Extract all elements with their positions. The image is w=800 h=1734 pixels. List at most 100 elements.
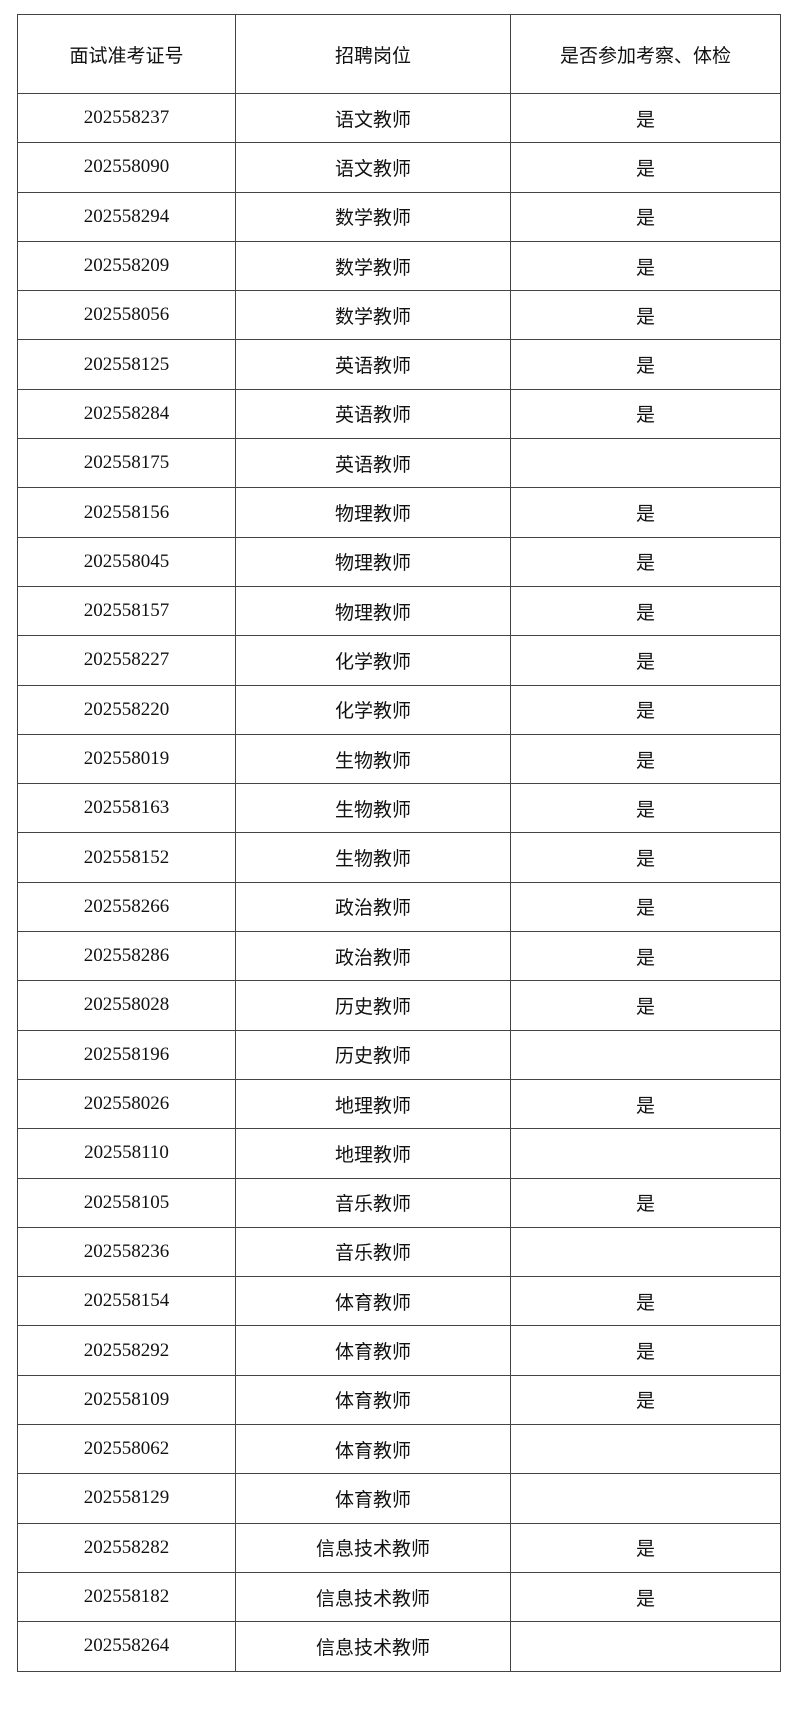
- cell-exam-number: 202558056: [17, 290, 236, 341]
- cell-exam-number: 202558105: [17, 1177, 236, 1228]
- table-row: 202558156 物理教师是: [17, 487, 781, 538]
- cell-position: 物理教师: [235, 487, 511, 538]
- table-row: 202558090 语文教师是: [17, 142, 781, 193]
- cell-position: 音乐教师: [235, 1177, 511, 1228]
- table-row: 202558163 生物教师是: [17, 783, 781, 834]
- cell-exam-number: 202558045: [17, 536, 236, 587]
- table-row: 202558292 体育教师是: [17, 1325, 781, 1376]
- table-row: 202558236 音乐教师: [17, 1226, 781, 1278]
- cell-attend-check: 是: [510, 832, 781, 883]
- cell-exam-number: 202558028: [17, 980, 236, 1031]
- cell-attend-check: [510, 1473, 781, 1524]
- cell-attend-check: [510, 1029, 781, 1080]
- cell-exam-number: 202558220: [17, 684, 236, 735]
- results-table: 面试准考证号 招聘岗位 是否参加考察、体检 202558237 语文教师是 2025…: [17, 14, 781, 1672]
- table-row: 202558019 生物教师是: [17, 733, 781, 785]
- table-row: 202558028 历史教师是: [17, 980, 781, 1031]
- table-row: 202558110 地理教师: [17, 1128, 781, 1179]
- cell-attend-check: 是: [510, 290, 781, 341]
- cell-position: 生物教师: [235, 733, 511, 785]
- cell-attend-check: [510, 1226, 781, 1278]
- cell-exam-number: 202558209: [17, 240, 236, 292]
- cell-attend-check: 是: [510, 1571, 781, 1623]
- header-attend-check: 是否参加考察、体检: [510, 14, 781, 94]
- cell-attend-check: 是: [510, 733, 781, 785]
- cell-position: 语文教师: [235, 142, 511, 193]
- cell-attend-check: 是: [510, 1078, 781, 1130]
- cell-position: 体育教师: [235, 1374, 511, 1426]
- cell-exam-number: 202558156: [17, 487, 236, 538]
- cell-exam-number: 202558282: [17, 1522, 236, 1573]
- cell-position: 地理教师: [235, 1128, 511, 1179]
- cell-position: 体育教师: [235, 1473, 511, 1524]
- cell-position: 政治教师: [235, 881, 511, 933]
- cell-position: 信息技术教师: [235, 1621, 511, 1672]
- cell-position: 体育教师: [235, 1424, 511, 1475]
- table-row: 202558264 信息技术教师: [17, 1621, 781, 1672]
- cell-attend-check: 是: [510, 240, 781, 292]
- cell-exam-number: 202558196: [17, 1029, 236, 1080]
- cell-attend-check: 是: [510, 1276, 781, 1327]
- cell-exam-number: 202558125: [17, 339, 236, 390]
- cell-position: 音乐教师: [235, 1226, 511, 1278]
- cell-exam-number: 202558292: [17, 1325, 236, 1376]
- cell-position: 语文教师: [235, 92, 511, 144]
- cell-attend-check: 是: [510, 684, 781, 735]
- cell-attend-check: 是: [510, 931, 781, 982]
- cell-position: 数学教师: [235, 290, 511, 341]
- table-row: 202558152 生物教师是: [17, 832, 781, 883]
- table-row: 202558294 数学教师是: [17, 191, 781, 242]
- cell-attend-check: 是: [510, 92, 781, 144]
- cell-exam-number: 202558236: [17, 1226, 236, 1278]
- table-row: 202558062 体育教师: [17, 1424, 781, 1475]
- cell-position: 政治教师: [235, 931, 511, 982]
- cell-position: 体育教师: [235, 1325, 511, 1376]
- cell-exam-number: 202558227: [17, 635, 236, 686]
- cell-exam-number: 202558026: [17, 1078, 236, 1130]
- table-row: 202558209 数学教师是: [17, 240, 781, 292]
- cell-attend-check: 是: [510, 1522, 781, 1573]
- cell-exam-number: 202558182: [17, 1571, 236, 1623]
- cell-exam-number: 202558019: [17, 733, 236, 785]
- cell-position: 英语教师: [235, 339, 511, 390]
- cell-attend-check: [510, 1128, 781, 1179]
- cell-attend-check: [510, 438, 781, 489]
- cell-exam-number: 202558175: [17, 438, 236, 489]
- cell-exam-number: 202558264: [17, 1621, 236, 1672]
- table-row: 202558175 英语教师: [17, 438, 781, 489]
- cell-attend-check: 是: [510, 980, 781, 1031]
- header-position: 招聘岗位: [235, 14, 511, 94]
- cell-position: 生物教师: [235, 783, 511, 834]
- cell-attend-check: 是: [510, 1177, 781, 1228]
- cell-attend-check: 是: [510, 191, 781, 242]
- cell-position: 化学教师: [235, 635, 511, 686]
- table-row: 202558266 政治教师是: [17, 881, 781, 933]
- cell-position: 物理教师: [235, 536, 511, 587]
- cell-position: 历史教师: [235, 980, 511, 1031]
- cell-position: 化学教师: [235, 684, 511, 735]
- cell-attend-check: 是: [510, 1325, 781, 1376]
- cell-exam-number: 202558286: [17, 931, 236, 982]
- cell-exam-number: 202558266: [17, 881, 236, 933]
- table-row: 202558282 信息技术教师是: [17, 1522, 781, 1573]
- cell-position: 地理教师: [235, 1078, 511, 1130]
- table-row: 202558220 化学教师是: [17, 684, 781, 735]
- cell-position: 信息技术教师: [235, 1571, 511, 1623]
- table-row: 202558182 信息技术教师是: [17, 1571, 781, 1623]
- table-row: 202558237 语文教师是: [17, 92, 781, 144]
- cell-attend-check: 是: [510, 635, 781, 686]
- cell-position: 物理教师: [235, 585, 511, 637]
- table-row: 202558105 音乐教师是: [17, 1177, 781, 1228]
- cell-attend-check: [510, 1424, 781, 1475]
- cell-exam-number: 202558237: [17, 92, 236, 144]
- cell-attend-check: 是: [510, 339, 781, 390]
- cell-exam-number: 202558090: [17, 142, 236, 193]
- cell-position: 体育教师: [235, 1276, 511, 1327]
- cell-exam-number: 202558109: [17, 1374, 236, 1426]
- table-row: 202558196 历史教师: [17, 1029, 781, 1080]
- table-row: 202558109 体育教师是: [17, 1374, 781, 1426]
- cell-position: 信息技术教师: [235, 1522, 511, 1573]
- cell-attend-check: 是: [510, 585, 781, 637]
- table-row: 202558045 物理教师是: [17, 536, 781, 587]
- cell-exam-number: 202558152: [17, 832, 236, 883]
